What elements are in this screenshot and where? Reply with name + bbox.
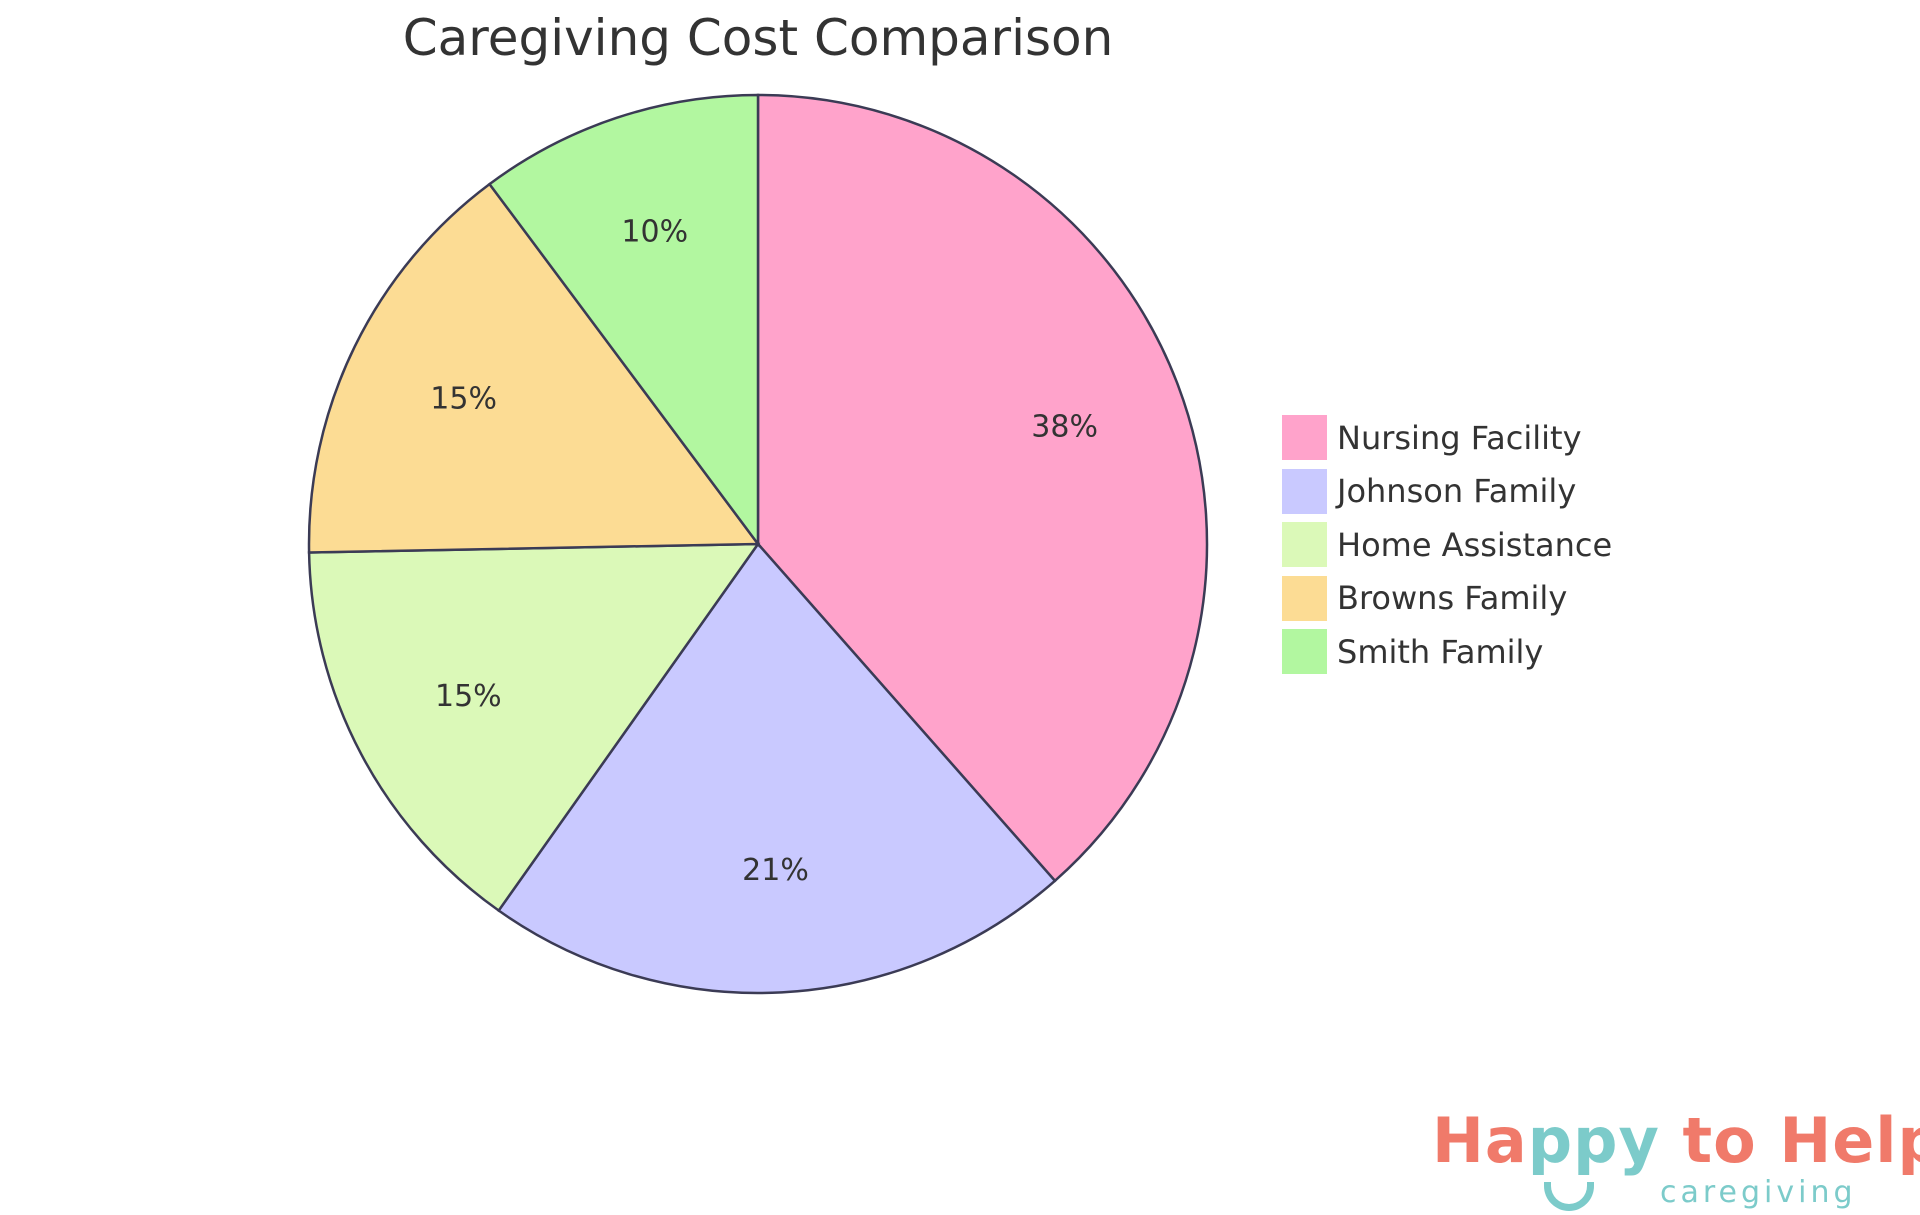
logo-wordmark: Happy to Help <box>1432 1104 1920 1177</box>
pie-slice-browns-family <box>307 182 761 554</box>
slice-label: 15% <box>430 381 497 416</box>
legend-swatch <box>1282 415 1327 461</box>
legend-item[interactable]: Johnson Family <box>1282 465 1612 519</box>
slice-label: 21% <box>742 853 809 888</box>
legend-swatch <box>1282 468 1327 514</box>
legend-item[interactable]: Home Assistance <box>1282 518 1612 572</box>
legend-swatch <box>1282 522 1327 568</box>
legend-item[interactable]: Browns Family <box>1282 572 1612 626</box>
legend-swatch <box>1282 629 1327 675</box>
pie-slice-nursing-facility <box>756 93 1209 883</box>
legend-label: Home Assistance <box>1337 525 1613 564</box>
legend-label: Johnson Family <box>1337 472 1577 511</box>
legend-label: Nursing Facility <box>1337 418 1582 457</box>
logo-subtitle: caregiving <box>1660 1175 1857 1210</box>
legend-item[interactable]: Smith Family <box>1282 625 1612 679</box>
pie-slice-johnson-family <box>496 541 1057 995</box>
logo-smile-icon <box>1544 1182 1594 1211</box>
pie-slice-home-assistance <box>307 542 761 913</box>
legend-label: Smith Family <box>1337 632 1544 671</box>
legend-label: Browns Family <box>1337 579 1568 618</box>
pie-slice-smith-family <box>487 93 760 548</box>
logo: Happy to Help caregiving <box>1432 1110 1920 1214</box>
slice-label: 15% <box>435 679 502 714</box>
legend-item[interactable]: Nursing Facility <box>1282 411 1612 465</box>
legend-swatch <box>1282 575 1327 621</box>
legend: Nursing Facility Johnson Family Home Assis… <box>1282 411 1612 679</box>
slice-label: 38% <box>1031 410 1098 445</box>
chart-title: Caregiving Cost Comparison <box>402 9 1114 67</box>
slice-label: 10% <box>621 214 688 249</box>
